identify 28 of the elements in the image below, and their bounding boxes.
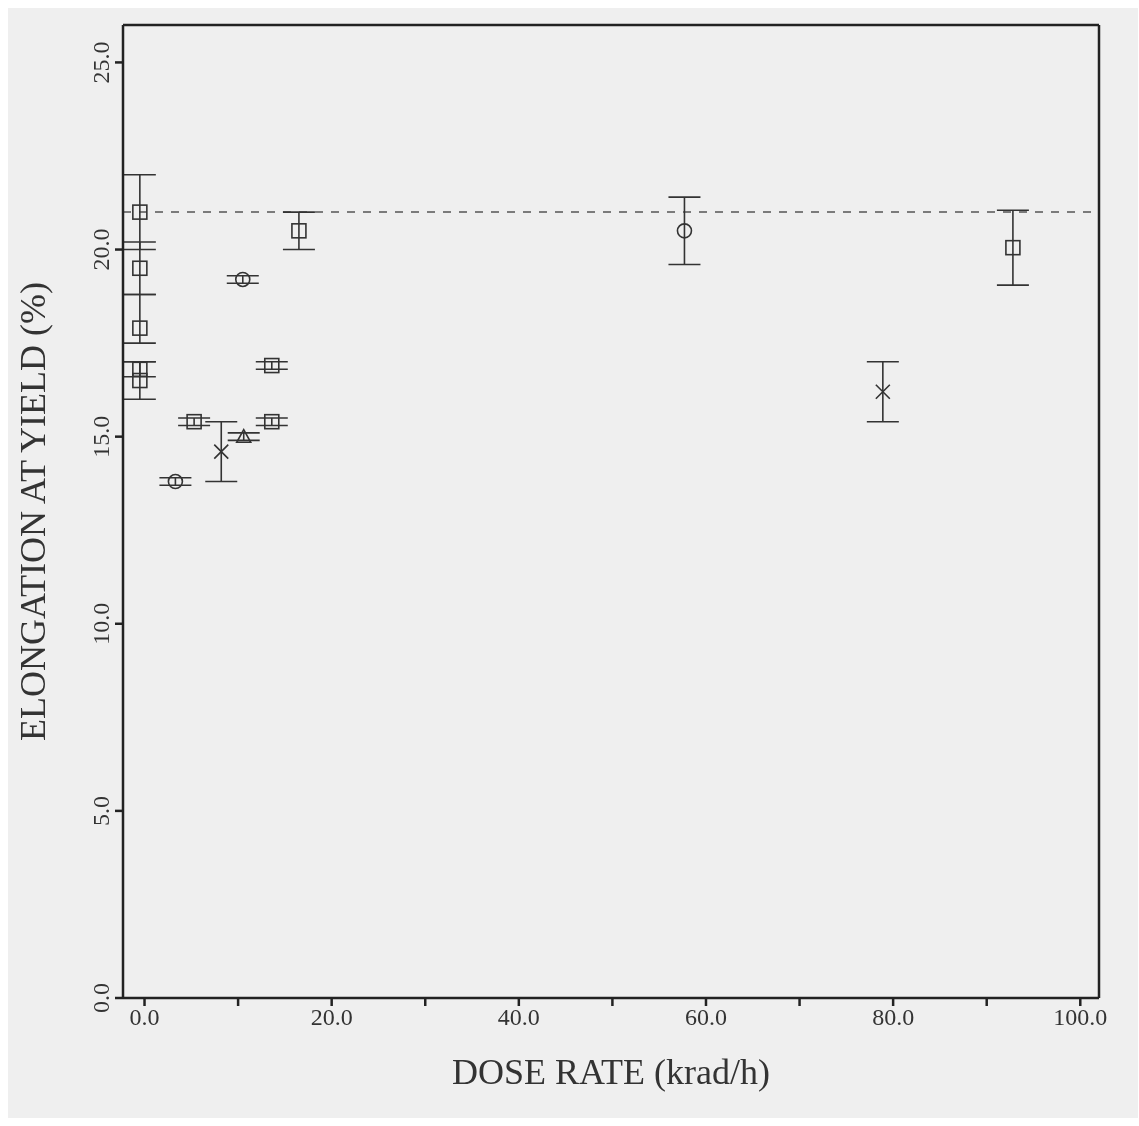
point: [234, 271, 251, 288]
point: [676, 223, 693, 239]
point: [132, 260, 148, 277]
x-tick-label: 0.0: [129, 1004, 160, 1031]
point: [186, 413, 202, 430]
x-tick-label: 60.0: [684, 1004, 727, 1031]
y-tick-label: 25.0: [88, 41, 114, 84]
point: [132, 372, 148, 389]
point: [263, 413, 280, 430]
point: [1005, 239, 1021, 256]
y-axis-title: ELONGATION AT YIELD (%): [12, 282, 53, 741]
point: [132, 204, 148, 220]
y-tick-label: 10.0: [88, 602, 114, 645]
point: [132, 320, 148, 336]
y-tick-label: 15.0: [88, 415, 114, 458]
point: [167, 473, 184, 490]
y-tick-label: 20.0: [88, 228, 114, 271]
point: [263, 357, 280, 374]
point: [235, 428, 252, 444]
point: [291, 223, 307, 239]
x-axis-title: DOSE RATE (krad/h): [452, 1052, 770, 1092]
point: [875, 383, 891, 400]
x-tick-label: 20.0: [310, 1004, 353, 1031]
y-tick-label: 5.0: [88, 795, 114, 826]
x-tick-label: 40.0: [497, 1004, 540, 1031]
point: [213, 443, 230, 460]
x-tick-label: 80.0: [872, 1004, 915, 1031]
x-tick-label: 100.0: [1053, 1004, 1108, 1031]
